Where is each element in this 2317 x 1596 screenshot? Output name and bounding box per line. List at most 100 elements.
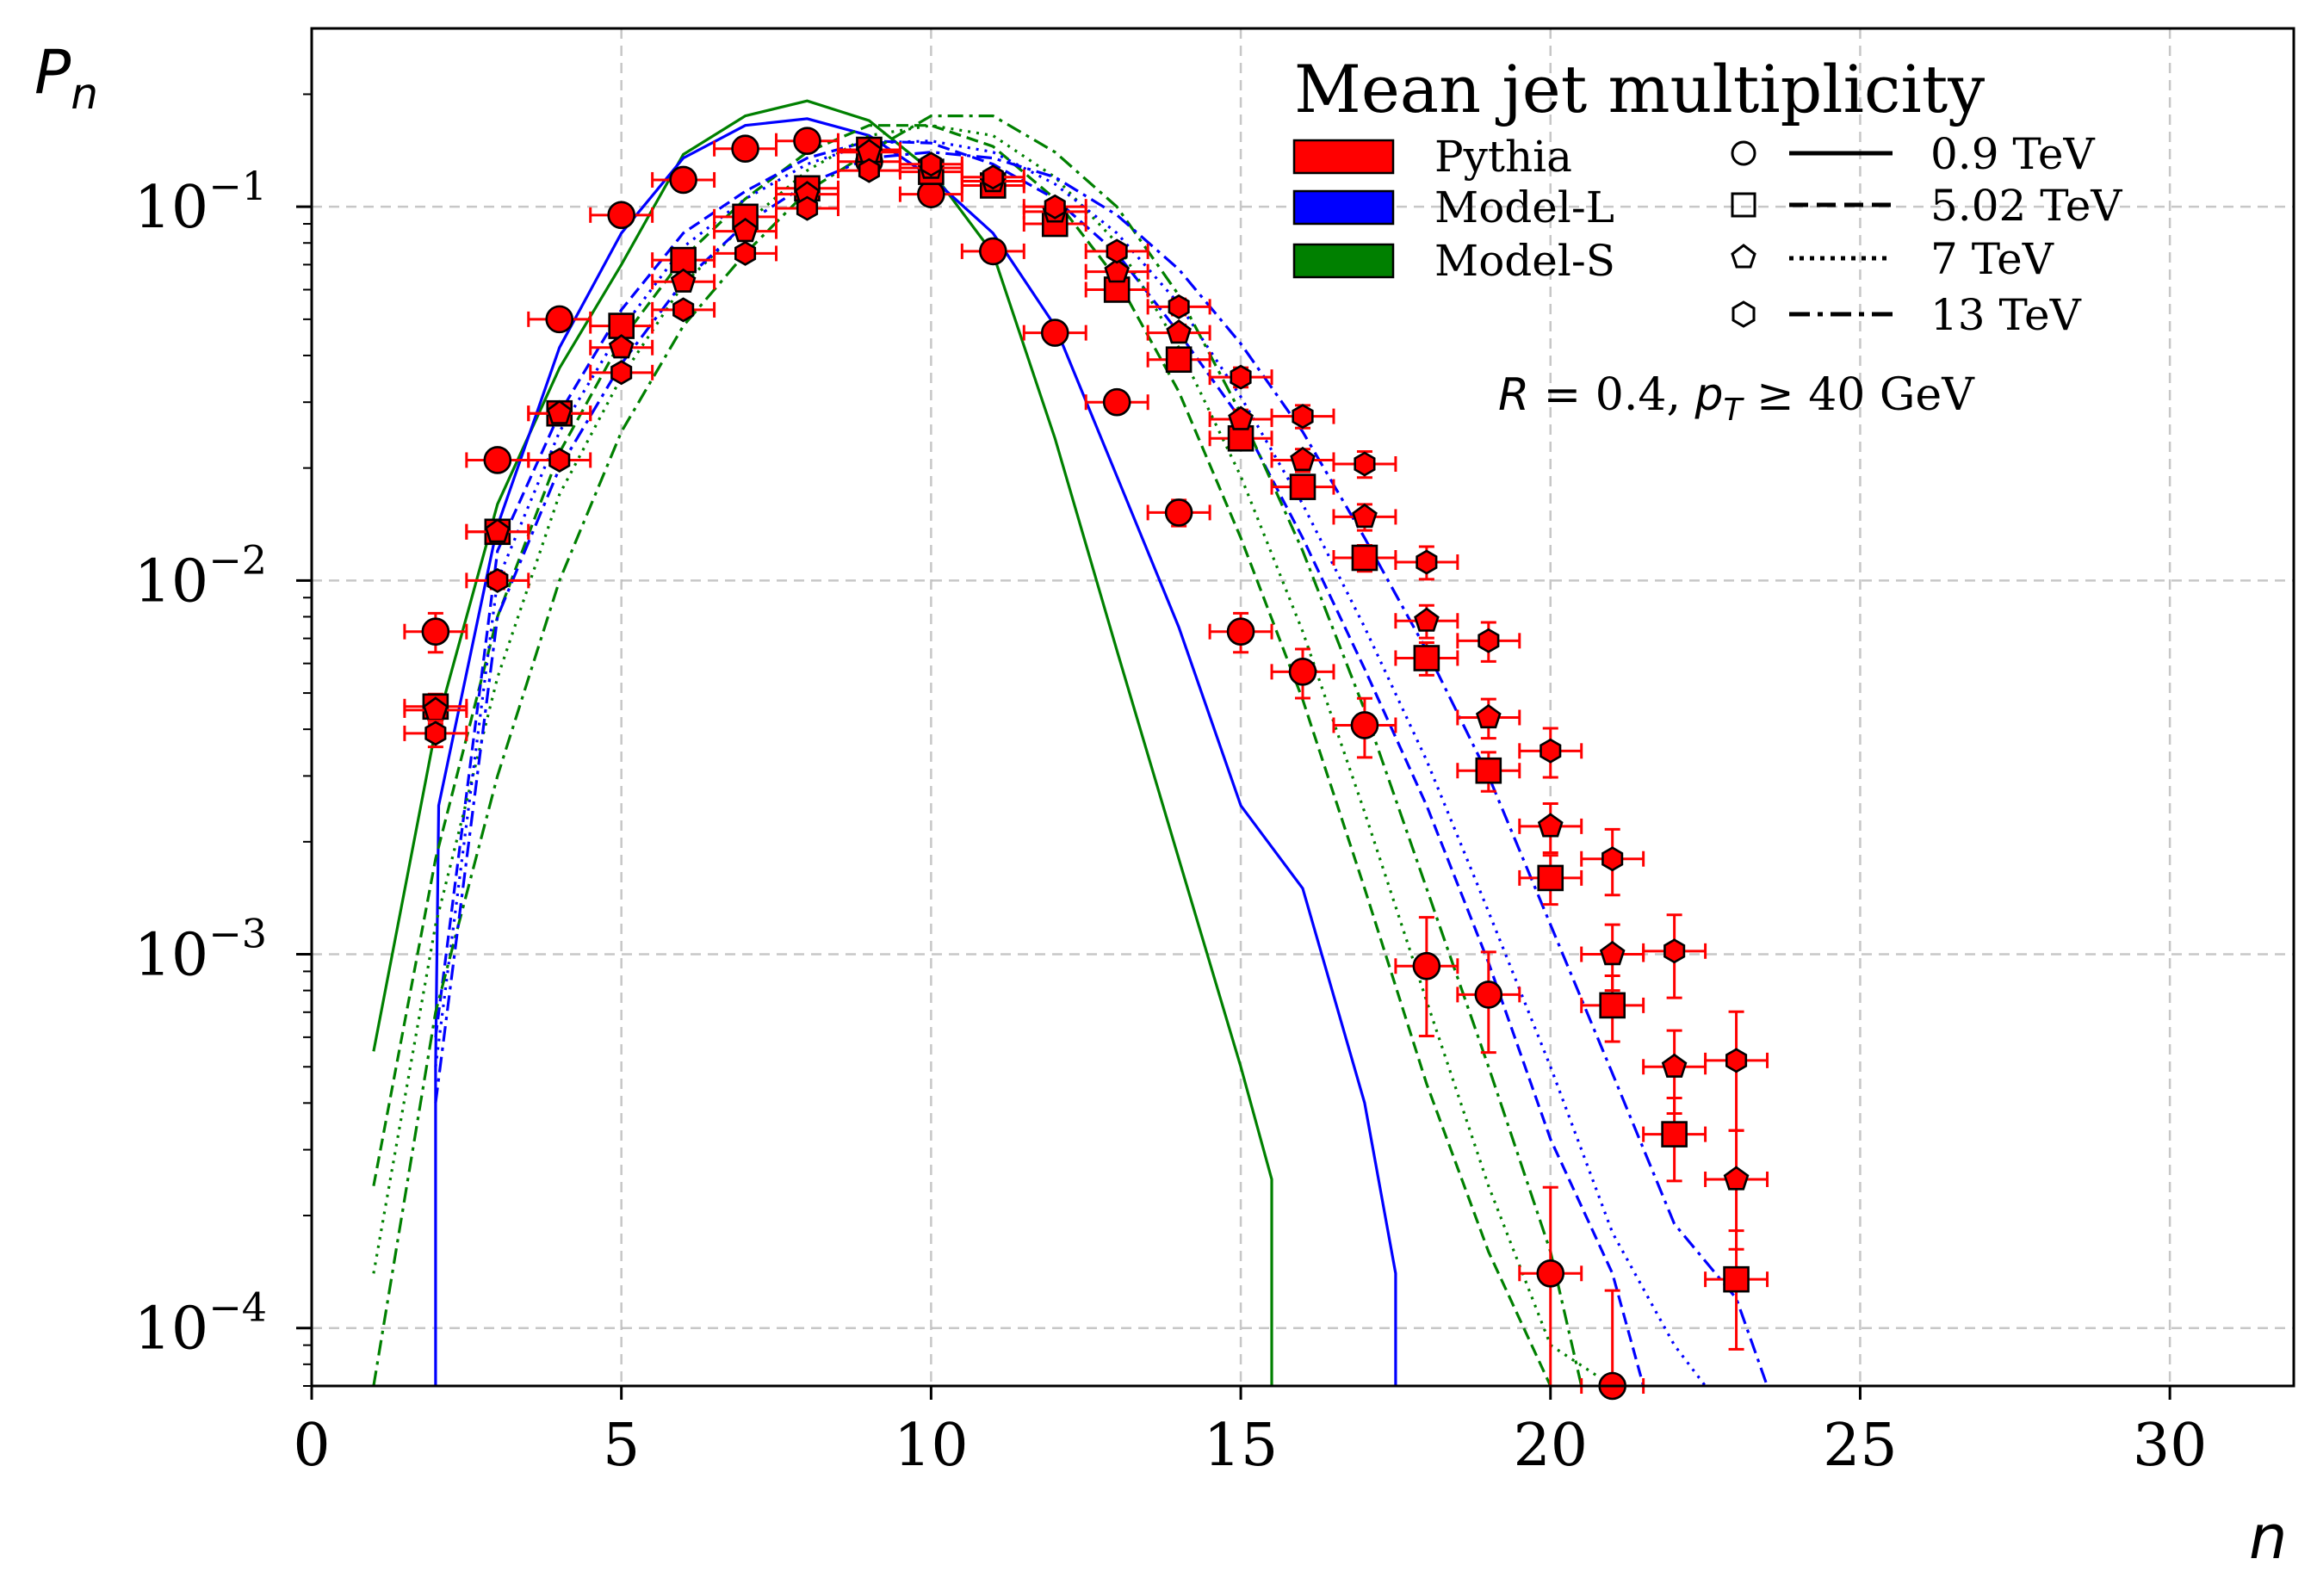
pythia-point-hexagon (734, 240, 757, 266)
pythia-point-hexagon (1540, 738, 1562, 764)
legend-swatch-pythia (1292, 139, 1395, 175)
pythia-point-square (1661, 1121, 1688, 1148)
pythia-point-pentagon (1475, 703, 1502, 729)
pythia-point-pentagon (1723, 1166, 1750, 1191)
pythia-point-hexagon (1601, 846, 1624, 872)
pythia-point-hexagon (1663, 938, 1686, 964)
model-line-model-s-5-02-tev (372, 124, 1552, 1387)
pythia-point-circle (1102, 387, 1131, 417)
legend-marker-pentagon-icon (1731, 244, 1756, 269)
pythia-point-hexagon (1725, 1048, 1748, 1073)
x-tick-label: 5 (603, 1412, 640, 1480)
pythia-point-circle (1226, 617, 1255, 646)
pythia-point-hexagon (1230, 364, 1252, 390)
pythia-point-circle (1474, 980, 1503, 1009)
pythia-point-hexagon (424, 721, 447, 746)
pythia-point-circle (545, 305, 574, 334)
pythia-point-pentagon (1661, 1053, 1688, 1078)
x-tick-label: 20 (1513, 1412, 1588, 1480)
y-axis-label-subscript: n (71, 69, 98, 119)
legend: Mean jet multiplicity Pythia Model-L Mod… (1292, 51, 2122, 340)
pythia-point-hexagon (1106, 238, 1128, 264)
x-tick-label: 30 (2133, 1412, 2208, 1480)
pythia-point-pentagon (1352, 503, 1378, 529)
pythia-point-square (1475, 757, 1502, 784)
pythia-point-circle (421, 617, 450, 646)
y-tick-label: 10−1 (134, 163, 267, 242)
x-tick-label: 10 (894, 1412, 969, 1480)
pythia-point-pentagon (670, 268, 697, 293)
pythia-point-pentagon (1166, 319, 1192, 344)
pythia-point-hexagon (858, 158, 880, 183)
legend-title: Mean jet multiplicity (1294, 51, 1985, 127)
pythia-point-circle (483, 446, 512, 474)
pythia-point-circle (1040, 319, 1069, 347)
pythia-point-circle (731, 134, 759, 164)
pythia-point-square (1289, 473, 1316, 500)
pythia-point-circle (1288, 658, 1317, 686)
x-tick-label: 0 (293, 1412, 330, 1480)
pythia-point-circle (793, 127, 821, 156)
pythia-point-circle (607, 201, 635, 230)
pythia-point-hexagon (1478, 628, 1500, 653)
pythia-point-pentagon (546, 399, 573, 424)
pythia-point-circle (979, 237, 1007, 266)
x-tick-label: 25 (1823, 1412, 1898, 1480)
legend-swatch-model-l (1292, 189, 1395, 226)
pythia-point-pentagon (1537, 813, 1564, 838)
pythia-point-hexagon (920, 152, 942, 177)
pythia-point-circle (1412, 951, 1441, 980)
annotation-jet-params: R = 0.4, pT ≥ 40 GeV (1498, 369, 1975, 428)
x-axis-label: n (2249, 1502, 2287, 1573)
ticks-layer: 0 5 10 15 20 25 30 10−1 10−2 10−3 10−4 (134, 93, 2208, 1480)
x-tick-label: 15 (1204, 1412, 1279, 1480)
legend-label-7tev: 7 TeV (1930, 234, 2054, 284)
y-axis-label: Pn (34, 37, 98, 119)
pythia-point-pentagon (1414, 607, 1440, 632)
pythia-point-square (1351, 544, 1378, 572)
legend-label-09tev: 0.9 TeV (1930, 129, 2095, 179)
y-tick-label: 10−2 (134, 536, 267, 616)
pythia-point-square (1599, 992, 1626, 1019)
plot-frame (310, 27, 2295, 1388)
legend-swatch-model-s (1292, 243, 1395, 279)
pythia-point-hexagon (982, 164, 1004, 190)
pythia-point-pentagon (1599, 940, 1626, 966)
legend-label-pythia: Pythia (1434, 132, 1572, 182)
pythia-point-pentagon (1104, 258, 1131, 283)
model-line-model-s-13-tev (372, 114, 1583, 1387)
pythia-point-square (670, 246, 697, 274)
y-tick-label: 10−3 (134, 911, 267, 990)
pythia-point-square (1537, 864, 1564, 892)
pythia-point-circle (1164, 498, 1193, 527)
pythia-point-circle (917, 180, 945, 208)
pythia-point-pentagon (1228, 405, 1254, 430)
pythia-point-hexagon (548, 447, 571, 473)
pythia-point-square (608, 312, 635, 339)
pythia-point-hexagon (1416, 549, 1438, 575)
legend-label-502tev: 5.02 TeV (1930, 181, 2122, 231)
pythia-point-hexagon (610, 360, 633, 386)
pythia-point-circle (1536, 1259, 1565, 1288)
legend-label-model-s: Model-S (1434, 236, 1615, 286)
pythia-point-circle (669, 165, 697, 195)
pythia-point-hexagon (1354, 451, 1376, 477)
legend-marker-circle-icon (1731, 140, 1756, 166)
pythia-point-pentagon (732, 217, 759, 243)
pythia-point-square (1165, 346, 1193, 374)
legend-marker-hexagon-icon (1732, 300, 1756, 328)
y-tick-label: 10−4 (134, 1284, 267, 1364)
pythia-point-hexagon (796, 195, 819, 221)
pythia-point-pentagon (608, 334, 635, 359)
legend-marker-square-icon (1731, 192, 1756, 218)
pythia-point-pentagon (1290, 446, 1316, 472)
pythia-point-square (1413, 645, 1440, 671)
pythia-points-layer (403, 127, 1769, 1401)
pythia-point-hexagon (1168, 294, 1190, 319)
pythia-point-circle (1350, 711, 1379, 739)
pythia-point-hexagon (486, 567, 509, 593)
pythia-point-hexagon (672, 297, 695, 323)
pythia-point-hexagon (1044, 194, 1066, 220)
